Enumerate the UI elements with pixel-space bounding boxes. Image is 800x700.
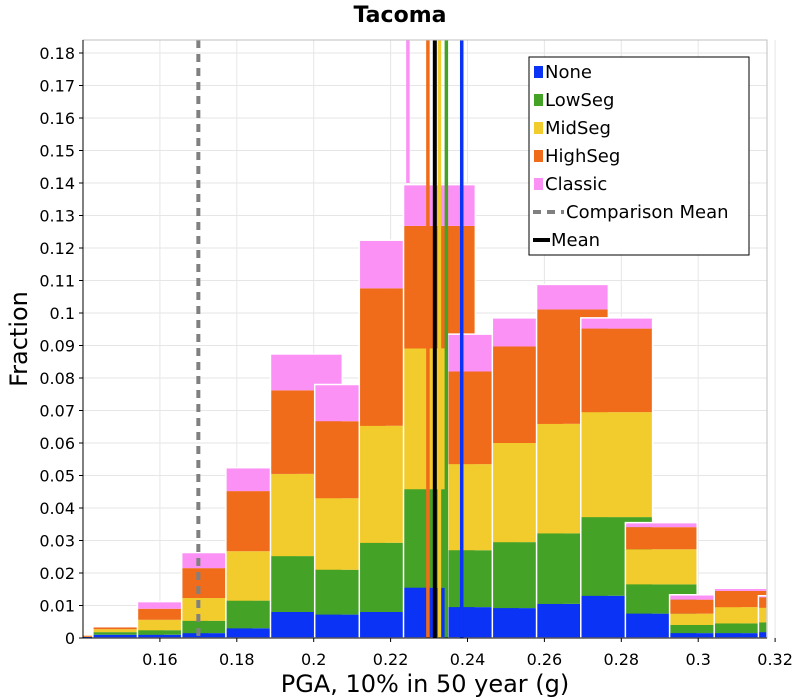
y-tick-label: 0.17 xyxy=(39,77,75,96)
legend-label: HighSeg xyxy=(545,146,620,167)
bar-classic xyxy=(536,284,609,310)
legend-label: LowSeg xyxy=(545,90,614,111)
bar-none xyxy=(137,634,210,638)
bar-lowseg xyxy=(714,623,767,634)
bar-classic xyxy=(714,588,767,591)
bar-none xyxy=(92,634,165,638)
y-tick-label: 0 xyxy=(65,629,75,648)
bar-none xyxy=(181,633,254,638)
bar-midseg xyxy=(714,607,767,624)
y-tick-label: 0.07 xyxy=(39,402,75,421)
y-tick-label: 0.1 xyxy=(50,304,75,323)
legend-box xyxy=(528,56,750,256)
x-tick-label: 0.24 xyxy=(450,650,486,669)
y-tick-label: 0.08 xyxy=(39,369,75,388)
legend-swatch xyxy=(534,150,543,162)
y-axis-label: Fraction xyxy=(5,291,33,387)
bar-classic xyxy=(758,595,767,598)
bar-midseg xyxy=(669,613,742,625)
legend-swatch xyxy=(534,122,543,134)
bar-none xyxy=(758,632,767,638)
bar-lowseg xyxy=(137,630,210,635)
chart-title: Tacoma xyxy=(354,3,447,28)
y-tick-label: 0.03 xyxy=(39,532,75,551)
x-tick-label: 0.3 xyxy=(685,650,710,669)
legend-swatch xyxy=(534,178,543,190)
legend-swatch xyxy=(534,94,543,106)
bar-midseg xyxy=(625,549,698,585)
bar-none xyxy=(714,633,767,638)
bar-none xyxy=(669,633,742,638)
bar-highseg xyxy=(92,627,165,630)
legend-label: Mean xyxy=(551,230,600,251)
bar-midseg xyxy=(92,629,165,633)
bar-highseg xyxy=(714,590,767,608)
bar-lowseg xyxy=(758,622,767,633)
x-tick-label: 0.18 xyxy=(219,650,255,669)
y-tick-label: 0.15 xyxy=(39,142,75,161)
bar-highseg xyxy=(580,328,653,413)
bar-none xyxy=(225,628,298,638)
y-tick-label: 0.06 xyxy=(39,434,75,453)
bar-midseg xyxy=(137,619,210,631)
legend-label: MidSeg xyxy=(545,118,611,139)
legend-label: None xyxy=(545,62,592,83)
bar-classic xyxy=(580,317,653,329)
y-tick-label: 0.14 xyxy=(39,174,75,193)
x-tick-label: 0.16 xyxy=(142,650,178,669)
legend-swatch xyxy=(534,66,543,78)
y-tick-label: 0.11 xyxy=(39,272,75,291)
bar-highseg xyxy=(758,597,767,608)
x-tick-label: 0.2 xyxy=(301,650,326,669)
bar-midseg xyxy=(580,412,653,518)
bar-lowseg xyxy=(669,625,742,634)
y-tick-label: 0.01 xyxy=(39,597,75,616)
x-tick-label: 0.28 xyxy=(603,650,639,669)
bar-classic xyxy=(669,594,742,600)
bar-classic xyxy=(137,601,210,609)
y-tick-label: 0.02 xyxy=(39,564,75,583)
legend-label: Comparison Mean xyxy=(566,202,729,223)
y-tick-label: 0.18 xyxy=(39,44,75,63)
y-tick-label: 0.09 xyxy=(39,337,75,356)
histogram-bars xyxy=(83,183,768,639)
x-axis-label: PGA, 10% in 50 year (g) xyxy=(281,670,570,698)
y-tick-label: 0.04 xyxy=(39,499,75,518)
bar-lowseg xyxy=(92,632,165,635)
x-tick-label: 0.22 xyxy=(373,650,409,669)
legend: None LowSeg MidSeg HighSeg Classic Comparison… xyxy=(528,56,750,256)
legend-label: Classic xyxy=(545,174,607,195)
bar-highseg xyxy=(137,608,210,620)
y-tick-label: 0.13 xyxy=(39,207,75,226)
x-axis-ticks: 0.16 0.18 0.2 0.22 0.24 0.26 0.28 0.3 0.32 xyxy=(142,638,793,669)
x-tick-label: 0.32 xyxy=(757,650,793,669)
bar-highseg xyxy=(625,527,698,550)
y-axis-ticks: 0 0.01 0.02 0.03 0.04 0.05 0.06 0.07 0.08 0.09 0.1… xyxy=(39,44,83,648)
bar-midseg xyxy=(758,607,767,623)
x-tick-label: 0.26 xyxy=(527,650,563,669)
y-tick-label: 0.12 xyxy=(39,239,75,258)
y-tick-label: 0.05 xyxy=(39,467,75,486)
y-tick-label: 0.16 xyxy=(39,109,75,128)
mean-lines xyxy=(196,40,464,638)
bar-classic xyxy=(625,522,698,528)
